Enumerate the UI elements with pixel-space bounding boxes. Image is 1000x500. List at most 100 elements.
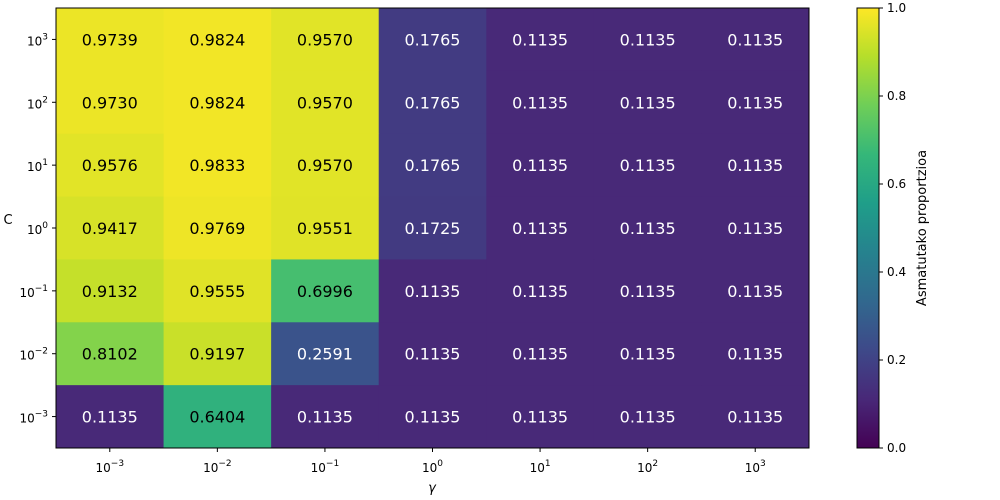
- heatmap-cell: [271, 259, 380, 323]
- heatmap-cell: [701, 8, 810, 72]
- cell-value-label: 0.1135: [512, 30, 568, 49]
- cell-value-label: 0.1135: [512, 219, 568, 238]
- heatmap-cell: [701, 322, 810, 386]
- y-tick-label: 10−1: [19, 284, 48, 300]
- cell-value-label: 0.1135: [405, 345, 461, 364]
- colorbar-tick-label: 0.4: [887, 265, 906, 279]
- cell-value-label: 0.1765: [405, 93, 461, 112]
- x-tick-label: 100: [422, 459, 443, 475]
- heatmap-cell: [593, 385, 702, 449]
- cell-value-label: 0.1135: [727, 408, 783, 427]
- cell-value-label: 0.1135: [727, 219, 783, 238]
- cell-value-label: 0.1135: [620, 219, 676, 238]
- x-tick-label: 10−1: [311, 459, 340, 475]
- cell-value-label: 0.1135: [405, 408, 461, 427]
- heatmap-cell: [593, 196, 702, 260]
- colorbar-tick-label: 0.0: [887, 441, 906, 455]
- heatmap-cell: [486, 8, 595, 72]
- heatmap-cell: [486, 196, 595, 260]
- heatmap-cell: [163, 133, 272, 198]
- cell-value-label: 0.1135: [727, 30, 783, 49]
- y-tick-label: 103: [27, 32, 48, 48]
- cell-value-label: 0.9824: [189, 93, 245, 112]
- cell-value-label: 0.9730: [82, 93, 138, 112]
- heatmap-cell: [486, 385, 595, 449]
- cell-value-label: 0.9833: [189, 156, 245, 175]
- cell-value-label: 0.9570: [297, 156, 353, 175]
- colorbar-label: Asmatutako proportzioa: [915, 150, 930, 306]
- colorbar-tick-label: 1.0: [887, 1, 906, 15]
- cell-value-label: 0.1135: [727, 282, 783, 301]
- cell-value-label: 0.9132: [82, 282, 138, 301]
- cell-value-label: 0.9769: [189, 219, 245, 238]
- heatmap-cell: [271, 133, 380, 198]
- colorbar: 0.0 0.2 0.4 0.6 0.8 1.0 Asmatutako proportzio…: [856, 1, 930, 455]
- colorbar-ticks: 0.0 0.2 0.4 0.6 0.8 1.0: [879, 1, 906, 455]
- heatmap-cell: [56, 385, 165, 449]
- heatmap-cell: [486, 70, 595, 135]
- cell-value-label: 0.1135: [405, 282, 461, 301]
- y-tick-label: 100: [27, 221, 48, 237]
- heatmap-cell: [56, 322, 165, 386]
- cell-value-label: 0.9570: [297, 30, 353, 49]
- heatmap-cell: [486, 133, 595, 198]
- heatmap-cell: [486, 259, 595, 323]
- heatmap-cell: [271, 70, 380, 135]
- y-axis-ticks: 103 102 101 100 10−1 10−2 10−3: [19, 32, 56, 426]
- heatmap-cell: [378, 196, 487, 260]
- plot-frame: [55, 7, 810, 449]
- cell-value-label: 0.9739: [82, 30, 138, 49]
- heatmap-cell: [163, 8, 272, 72]
- heatmap-cell: [56, 259, 165, 323]
- heatmap-cell: [701, 196, 810, 260]
- heatmap-cell: [378, 322, 487, 386]
- heatmap-cell: [163, 70, 272, 135]
- cell-value-label: 0.1135: [727, 93, 783, 112]
- cell-value-label: 0.1135: [512, 93, 568, 112]
- heatmap-cell: [163, 385, 272, 449]
- heatmap-cell: [701, 70, 810, 135]
- heatmap-cell: [593, 322, 702, 386]
- heatmap-cell: [163, 196, 272, 260]
- colorbar-gradient: [856, 7, 880, 449]
- colorbar-tick-label: 0.2: [887, 353, 906, 367]
- heatmap-cell: [701, 133, 810, 198]
- heatmap-cell: [593, 133, 702, 198]
- colorbar-tick-label: 0.8: [887, 89, 906, 103]
- cell-value-label: 0.1135: [82, 408, 138, 427]
- heatmap-cell: [271, 322, 380, 386]
- cell-value-label: 0.1135: [512, 156, 568, 175]
- cell-value-label: 0.9551: [297, 219, 353, 238]
- cell-value-label: 0.1135: [620, 408, 676, 427]
- heatmap-cell: [593, 8, 702, 72]
- cell-value-label: 0.9417: [82, 219, 138, 238]
- heatmap-cell: [593, 70, 702, 135]
- cell-value-label: 0.6404: [189, 408, 245, 427]
- cell-value-label: 0.9570: [297, 93, 353, 112]
- cell-value-label: 0.9824: [189, 30, 245, 49]
- y-tick-label: 10−2: [19, 347, 48, 363]
- x-tick-label: 102: [637, 459, 658, 475]
- y-tick-label: 102: [27, 95, 48, 111]
- cell-value-label: 0.2591: [297, 345, 353, 364]
- heatmap-cell: [271, 385, 380, 449]
- x-axis-label: γ: [428, 481, 437, 496]
- cell-value-label: 0.1135: [512, 282, 568, 301]
- heatmap-cell: [378, 385, 487, 449]
- heatmap-cell: [56, 196, 165, 260]
- cell-value-label: 0.1135: [620, 93, 676, 112]
- y-axis-label: C: [3, 213, 12, 228]
- heatmap-cell: [56, 8, 165, 72]
- x-tick-label: 103: [745, 459, 766, 475]
- cell-value-label: 0.1765: [405, 30, 461, 49]
- heatmap-cell: [593, 259, 702, 323]
- cell-value-label: 0.9555: [189, 282, 245, 301]
- cell-value-label: 0.1135: [620, 282, 676, 301]
- cell-value-label: 0.1765: [405, 156, 461, 175]
- heatmap-cell: [271, 196, 380, 260]
- colorbar-tick-label: 0.6: [887, 177, 906, 191]
- heatmap-cells: 0.9739 0.9824 0.9570 0.1765 0.1135 0.1135 0.11…: [56, 8, 810, 449]
- y-tick-label: 101: [27, 158, 48, 174]
- cell-value-label: 0.1135: [620, 156, 676, 175]
- x-axis-ticks: 10−3 10−2 10−1 100 101 102 103: [96, 448, 766, 475]
